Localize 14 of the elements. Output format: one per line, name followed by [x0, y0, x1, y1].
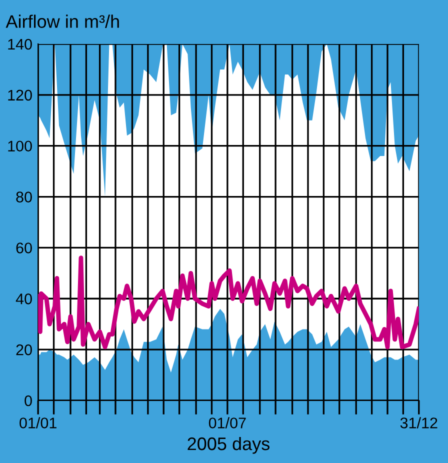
x-tick-label: 01/01 [20, 417, 56, 428]
y-tick-label: 140 [8, 38, 32, 50]
x-axis-title: 2005 days [188, 436, 270, 454]
y-tick-label: 40 [16, 294, 32, 304]
y-tick-label: 0 [24, 395, 32, 406]
y-tick-label: 80 [16, 192, 32, 202]
y-tick-label: 120 [8, 90, 32, 101]
line-series [38, 256, 419, 350]
y-tick-label: 60 [16, 242, 32, 254]
y-tick-label: 20 [16, 344, 32, 356]
x-tick-label: 01/07 [208, 417, 246, 428]
x-tick-label: 31/12 [400, 417, 438, 428]
y-axis-title: Airflow in m³/h [6, 14, 119, 28]
y-tick-label: 100 [8, 140, 32, 152]
